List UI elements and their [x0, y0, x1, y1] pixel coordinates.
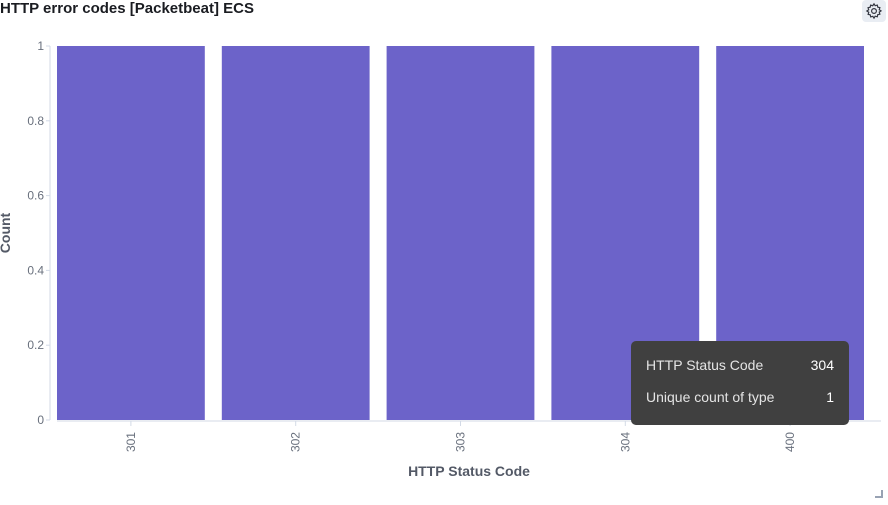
- chart-tooltip: HTTP Status Code 304 Unique count of typ…: [631, 341, 849, 425]
- y-axis-title: Count: [0, 212, 13, 253]
- bar-302: [221, 46, 370, 420]
- y-tick-label: 0.2: [27, 338, 44, 352]
- x-tick-label: 304: [618, 432, 632, 452]
- y-tick-label: 0.8: [27, 114, 44, 128]
- y-tick-label: 0.4: [27, 263, 44, 277]
- tooltip-key: HTTP Status Code: [646, 357, 764, 373]
- bar-301: [57, 46, 205, 420]
- x-tick-label: 303: [454, 432, 468, 452]
- panel-settings-button[interactable]: [862, 0, 886, 22]
- y-tick-label: 0.6: [27, 189, 44, 203]
- y-tick-label: 1: [37, 39, 44, 53]
- bar-303: [386, 46, 535, 420]
- gear-icon: [865, 2, 883, 20]
- tooltip-key: Unique count of type: [646, 389, 775, 405]
- tooltip-value: 304: [810, 357, 834, 373]
- x-tick-label: 301: [124, 432, 138, 452]
- panel-title: HTTP error codes [Packetbeat] ECS: [0, 0, 254, 17]
- tooltip-row-status-code: HTTP Status Code 304: [646, 357, 834, 389]
- x-axis-title: HTTP Status Code: [408, 463, 530, 479]
- y-tick-label: 0: [37, 413, 44, 427]
- resize-handle-icon[interactable]: [875, 490, 883, 498]
- tooltip-value: 1: [826, 389, 834, 405]
- x-tick-label: 400: [783, 432, 797, 452]
- x-tick-label: 302: [289, 432, 303, 452]
- tooltip-row-unique-count: Unique count of type 1: [646, 389, 834, 421]
